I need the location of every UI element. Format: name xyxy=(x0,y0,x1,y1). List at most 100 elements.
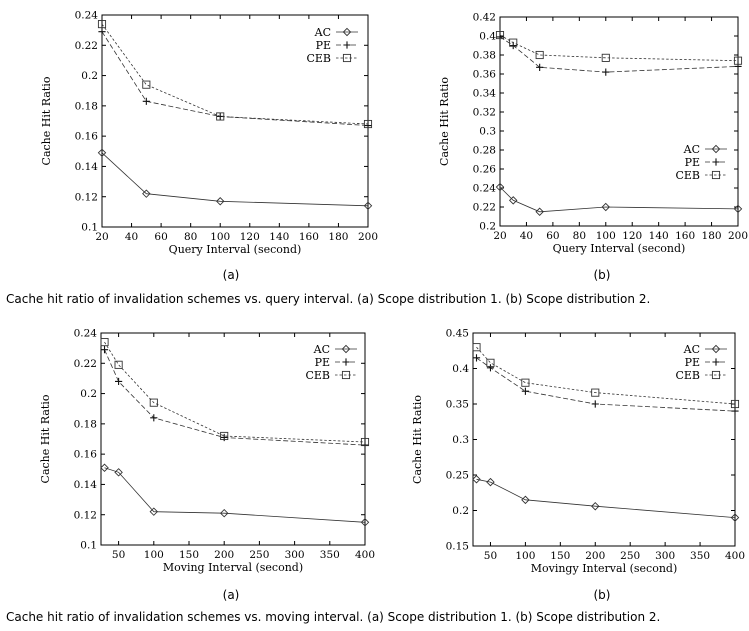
chart-2-ytick-label: 0.3 xyxy=(479,126,496,138)
chart-3-series-ceb-point xyxy=(149,398,158,407)
chart-2-series-ceb-point xyxy=(733,56,743,65)
chart-moving-scope1: 0.1 0.12 0.14 0.16 0.18 0.2 0.22 0.24 50 100 150 20… xyxy=(0,318,375,580)
chart-1-xtick-label: 180 xyxy=(328,231,348,243)
chart-4-xtick-label: 250 xyxy=(620,550,640,562)
chart-2-legend-marker-pe xyxy=(712,158,720,166)
chart-2-plot-frame xyxy=(499,16,739,227)
chart-2-ytick-label: 0.38 xyxy=(473,50,496,62)
chart-2-xtick-label: 20 xyxy=(493,230,506,242)
chart-4-legend-marker-ceb xyxy=(711,370,721,380)
chart-1-plot-frame xyxy=(101,14,369,228)
chart-2-legend-label-ac: AC xyxy=(683,143,700,156)
chart-4-legend-label-ac: AC xyxy=(683,343,700,356)
chart-2-xtick-label: 200 xyxy=(728,230,748,242)
chart-4-xtick-label: 50 xyxy=(484,550,497,562)
chart-2-xtick-label: 120 xyxy=(622,230,642,242)
chart-3-legend-marker-ac xyxy=(341,344,351,354)
chart-3-xtick-label: 200 xyxy=(214,549,234,561)
chart-2-series-ac-point xyxy=(733,204,743,214)
chart-1-ytick-label: 0.24 xyxy=(75,10,99,22)
chart-4-series-pe-point xyxy=(731,407,739,415)
chart-2-legend-label-ceb: CEB xyxy=(675,169,700,182)
chart-1-series-ac-point xyxy=(97,148,107,158)
chart-3-xtick-label: 250 xyxy=(249,549,269,561)
chart-1-series-pe-point xyxy=(142,97,150,105)
chart-3-legend-marker-ceb xyxy=(341,370,351,380)
chart-1-series-ac-point xyxy=(363,201,373,211)
chart-query-scope1: 0.1 0.12 0.14 0.16 0.18 0.2 0.22 0.24 20 40 60 80 10… xyxy=(0,0,378,262)
chart-1-series-ceb-point xyxy=(216,112,225,121)
chart-4-ytick-label: 0.3 xyxy=(452,434,469,446)
chart-2-series-pe-point xyxy=(509,41,517,50)
chart-3-ytick-label: 0.18 xyxy=(74,418,97,430)
chart-4-xtick-label: 300 xyxy=(655,550,675,562)
chart-4-series-ac xyxy=(472,475,740,522)
chart-2-xtick-label: 80 xyxy=(573,230,586,242)
chart-1-series-ceb-point xyxy=(142,80,151,89)
chart-1-xlabel: Query Interval (second) xyxy=(169,243,302,256)
chart-4-xtick-label: 350 xyxy=(690,550,710,562)
chart-1-xtick-label: 20 xyxy=(95,231,108,243)
chart-4-legend-label-pe: PE xyxy=(685,356,700,369)
chart-4-series-ac-point xyxy=(591,502,600,511)
chart-4-xtick-label: 200 xyxy=(585,550,605,562)
chart-1-xtick-label: 40 xyxy=(125,231,138,243)
chart-1-legend-label-ceb: CEB xyxy=(306,52,331,65)
chart-4-series-ac-line xyxy=(476,478,736,518)
chart-4-series-pe-line xyxy=(476,357,736,412)
chart-3-series-pe xyxy=(100,346,369,449)
chart-2-series-ac-point xyxy=(508,196,518,205)
chart-3-series-pe-point xyxy=(115,377,123,386)
chart-3-legend-label-ceb: CEB xyxy=(305,369,330,382)
chart-1-xtick-label: 120 xyxy=(240,231,260,243)
chart-4-series-ceb-point xyxy=(730,399,740,409)
chart-2-series-pe-point xyxy=(602,68,610,76)
chart-3-xlabel: Moving Interval (second) xyxy=(163,561,303,574)
chart-3-plot-frame xyxy=(100,332,366,546)
chart-3-series-pe-point xyxy=(150,414,158,422)
chart-4-ytick-label: 0.35 xyxy=(446,399,469,411)
chart-2-series-pe-line xyxy=(499,36,739,73)
chart-3-legend-marker-pe xyxy=(342,358,350,366)
chart-1-ylabel: Cache Hit Ratio xyxy=(40,76,53,165)
chart-1-legend-marker-ceb xyxy=(342,53,352,63)
chart-1-series-ceb xyxy=(97,20,373,129)
chart-4-legend-marker-ac xyxy=(711,344,721,354)
chart-3-ytick-label: 0.16 xyxy=(74,449,98,461)
chart-query-scope2-svg: 0.2 0.22 0.24 0.26 0.28 0.3 0.32 0.34 0.36 0.38 0.… xyxy=(438,12,748,255)
figure2-caption: Cache hit ratio of invalidation schemes … xyxy=(6,610,661,624)
chart-2-xtick-label: 140 xyxy=(649,230,669,242)
chart-3-xtick-label: 300 xyxy=(285,549,305,561)
chart-4-ytick-label: 0.4 xyxy=(452,363,469,375)
chart-1-legend-marker-pe xyxy=(343,41,351,49)
chart-4-series-ceb xyxy=(472,343,740,409)
chart-3-xtick-label: 350 xyxy=(320,549,340,561)
chart-2-legend-marker-ac xyxy=(711,144,721,154)
chart-2-xlabel: Query Interval (second) xyxy=(553,242,686,255)
chart-3-ytick-label: 0.24 xyxy=(74,328,98,340)
chart-2-legend-marker-ceb xyxy=(711,170,721,180)
chart-1-series-pe-point xyxy=(98,28,106,36)
chart-1-ytick-label: 0.22 xyxy=(75,40,98,52)
chart-1-ytick-label: 0.16 xyxy=(75,131,99,143)
chart-1-ytick-label: 0.12 xyxy=(75,191,98,203)
chart-3-series-ceb-point xyxy=(100,338,109,347)
chart-2-xtick-label: 60 xyxy=(546,230,559,242)
chart-1-series-ac-point xyxy=(215,197,225,206)
chart-3-series-pe-point xyxy=(361,441,369,449)
chart-2-ytick-label: 0.34 xyxy=(473,88,497,100)
chart-4-series-ac-point xyxy=(472,475,481,484)
chart-3-series-ac-point xyxy=(219,508,229,518)
chart-2-ytick-label: 0.42 xyxy=(473,12,496,24)
chart-2-ytick-label: 0.36 xyxy=(473,69,497,81)
chart-2-series-pe-point xyxy=(496,33,504,41)
chart-2-series-ac-point xyxy=(495,182,505,192)
chart-2-ytick-label: 0.24 xyxy=(473,183,497,195)
chart-3-series-ac-line xyxy=(104,467,366,523)
chart-4-series-ac-point xyxy=(521,495,530,505)
chart-4-ylabel: Cache Hit Ratio xyxy=(411,395,424,484)
chart-2-series-ceb-point xyxy=(535,50,544,60)
chart-1-series-pe-line xyxy=(101,31,369,126)
chart-1-xtick-label: 100 xyxy=(210,231,230,243)
chart-2-ytick-label: 0.28 xyxy=(473,145,496,157)
